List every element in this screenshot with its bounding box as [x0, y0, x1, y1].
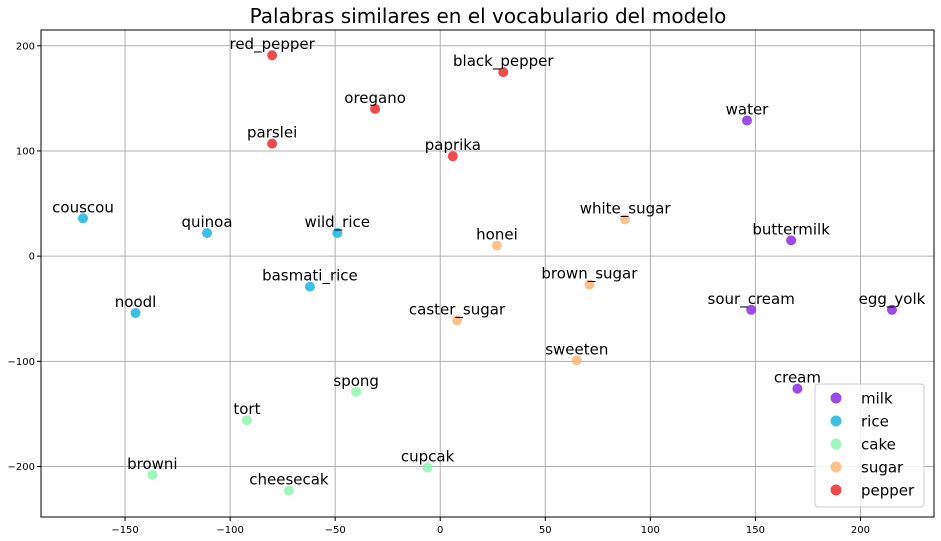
- x-tick-label: 0: [437, 525, 443, 536]
- y-tick-label: 100: [16, 146, 35, 157]
- legend-label: pepper: [861, 482, 915, 500]
- x-tick-label: −100: [216, 525, 243, 536]
- grid: [41, 30, 934, 517]
- data-point-cake: [147, 469, 158, 480]
- data-point-sugar: [571, 355, 582, 366]
- point-label: quinoa: [181, 213, 232, 231]
- point-label: black_pepper: [453, 52, 554, 71]
- y-tick-label: −200: [8, 462, 35, 473]
- data-point-pepper: [267, 138, 278, 149]
- data-point-milk: [746, 304, 757, 315]
- data-point-rice: [78, 213, 89, 224]
- legend-marker-rice: [830, 415, 842, 427]
- x-tick-label: 200: [851, 525, 870, 536]
- data-points: [78, 50, 897, 496]
- point-label: noodl: [115, 293, 157, 311]
- data-point-rice: [332, 228, 343, 239]
- point-label: brown_sugar: [541, 265, 638, 284]
- data-point-sugar: [491, 240, 502, 251]
- data-point-milk: [741, 115, 752, 126]
- point-label: red_pepper: [229, 35, 315, 54]
- data-point-cake: [241, 415, 252, 426]
- point-label: parslei: [247, 124, 297, 142]
- x-tick-label: 150: [746, 525, 765, 536]
- point-label: caster_sugar: [409, 300, 506, 319]
- axis-ticks: −150 −100 −50 0 50 100 150 200 −200 −100 0 100 200: [8, 41, 870, 536]
- legend-marker-milk: [830, 392, 842, 404]
- legend-marker-sugar: [830, 461, 842, 473]
- point-label: buttermilk: [752, 220, 830, 238]
- x-tick-label: −50: [325, 525, 346, 536]
- x-tick-label: −150: [111, 525, 138, 536]
- legend-label: cake: [861, 436, 896, 454]
- legend-marker-pepper: [830, 484, 842, 496]
- point-label: sweeten: [545, 340, 608, 358]
- data-point-cake: [283, 485, 294, 496]
- legend: milk rice cake sugar pepper: [814, 383, 925, 508]
- chart-title: Palabras similares en el vocabulario del…: [250, 4, 727, 28]
- point-label: wild_rice: [305, 213, 370, 232]
- data-point-rice: [304, 281, 315, 292]
- legend-label: milk: [861, 390, 893, 408]
- y-tick-label: 200: [16, 41, 35, 52]
- legend-box: [814, 383, 925, 508]
- point-label: cream: [774, 369, 821, 387]
- point-label: basmati_rice: [262, 267, 358, 286]
- point-label: egg_yolk: [859, 290, 926, 309]
- data-point-cake: [422, 462, 433, 473]
- data-point-pepper: [267, 50, 278, 61]
- data-point-cake: [351, 386, 362, 397]
- point-label: tort: [233, 400, 260, 418]
- point-label: honei: [476, 226, 518, 244]
- data-point-milk: [886, 304, 897, 315]
- y-tick-label: 0: [29, 252, 35, 263]
- x-tick-label: 50: [539, 525, 552, 536]
- plot-frame: [40, 29, 935, 518]
- data-point-sugar: [452, 315, 463, 326]
- data-point-rice: [130, 307, 141, 318]
- point-label: sour_cream: [708, 290, 795, 309]
- point-label: cheesecak: [249, 471, 329, 489]
- point-label: couscou: [52, 198, 114, 216]
- data-point-milk: [786, 235, 797, 246]
- data-point-pepper: [498, 67, 509, 78]
- point-label: water: [726, 100, 770, 118]
- point-label: white_sugar: [580, 199, 672, 218]
- point-label: spong: [333, 372, 379, 390]
- point-label: oregano: [344, 89, 406, 107]
- data-point-pepper: [370, 103, 381, 114]
- y-tick-label: −100: [8, 357, 35, 368]
- x-tick-label: 100: [641, 525, 660, 536]
- legend-label: rice: [861, 413, 889, 431]
- point-label: browni: [127, 455, 177, 473]
- point-label: paprika: [425, 136, 481, 154]
- data-point-sugar: [620, 214, 631, 225]
- legend-label: sugar: [861, 459, 904, 477]
- data-point-milk: [792, 383, 803, 394]
- data-point-sugar: [584, 279, 595, 290]
- legend-marker-cake: [830, 438, 842, 450]
- point-label: cupcak: [401, 448, 455, 466]
- data-point-rice: [201, 228, 212, 239]
- data-point-pepper: [447, 151, 458, 162]
